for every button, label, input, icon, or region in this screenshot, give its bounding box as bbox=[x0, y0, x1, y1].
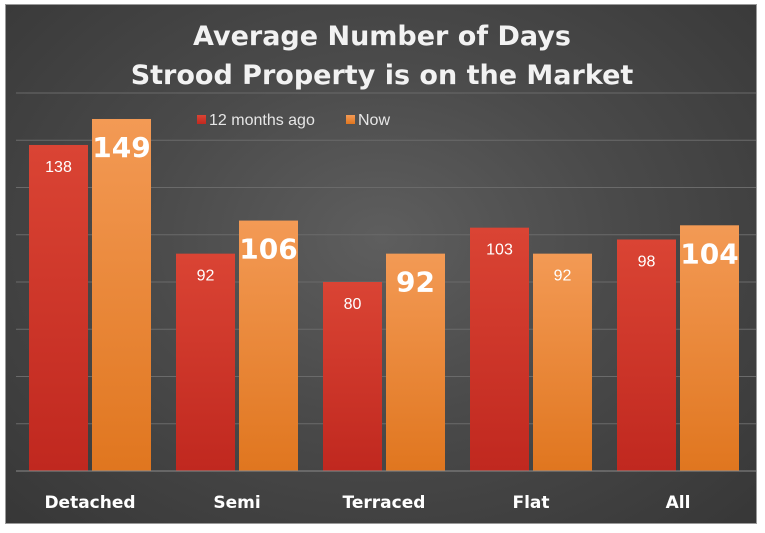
bar-flat-previous bbox=[470, 227, 529, 471]
bar-semi-previous bbox=[176, 253, 235, 471]
value-label-detached-previous: 138 bbox=[45, 159, 72, 176]
chart-subtitle: Strood Property is on the Market bbox=[131, 60, 634, 91]
legend-label-now: Now bbox=[358, 112, 390, 129]
category-label-semi: Semi bbox=[213, 493, 260, 513]
legend-swatch-previous bbox=[197, 115, 206, 124]
value-label-flat-previous: 103 bbox=[486, 242, 513, 259]
chart-frame: Average Number of Days Strood Property i… bbox=[5, 4, 757, 524]
value-label-all-previous: 98 bbox=[638, 253, 656, 270]
value-label-detached-now: 149 bbox=[92, 131, 150, 164]
category-label-flat: Flat bbox=[512, 493, 549, 513]
category-label-terraced: Terraced bbox=[343, 493, 426, 513]
bar-semi-now bbox=[239, 220, 298, 471]
value-label-terraced-now: 92 bbox=[396, 266, 435, 299]
bars-group bbox=[29, 118, 739, 472]
value-label-terraced-previous: 80 bbox=[344, 296, 362, 313]
bar-all-now bbox=[680, 225, 739, 471]
legend-label-previous: 12 months ago bbox=[209, 112, 315, 129]
legend: 12 months ago Now bbox=[197, 112, 390, 129]
value-label-semi-now: 106 bbox=[239, 233, 297, 266]
category-labels: Detached Semi Terraced Flat All bbox=[44, 493, 690, 513]
bar-detached-now bbox=[92, 118, 151, 472]
bar-terraced-now bbox=[386, 253, 445, 471]
bar-terraced-previous bbox=[323, 282, 382, 471]
category-label-detached: Detached bbox=[44, 493, 135, 513]
bar-flat-now bbox=[533, 253, 592, 471]
value-labels: 138 149 92 106 80 92 103 92 98 104 bbox=[45, 131, 739, 313]
value-label-semi-previous: 92 bbox=[197, 268, 215, 285]
category-label-all: All bbox=[666, 493, 691, 513]
bar-detached-previous bbox=[29, 144, 88, 471]
bar-chart: Average Number of Days Strood Property i… bbox=[16, 21, 756, 513]
chart-title: Average Number of Days bbox=[193, 21, 571, 52]
value-label-all-now: 104 bbox=[680, 237, 738, 270]
bar-all-previous bbox=[617, 239, 676, 471]
legend-swatch-now bbox=[346, 115, 355, 124]
value-label-flat-now: 92 bbox=[554, 268, 572, 285]
